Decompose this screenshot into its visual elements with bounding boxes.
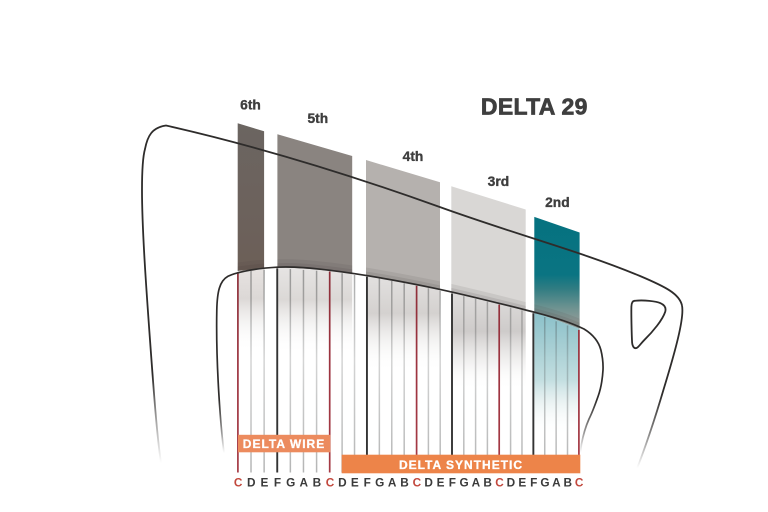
svg-text:A: A xyxy=(300,475,309,489)
svg-text:F: F xyxy=(530,475,537,489)
svg-text:A: A xyxy=(552,475,561,489)
svg-text:B: B xyxy=(400,475,409,489)
svg-text:C: C xyxy=(575,475,584,489)
svg-text:C: C xyxy=(234,475,243,489)
svg-text:D: D xyxy=(247,475,256,489)
svg-text:C: C xyxy=(413,475,422,489)
svg-text:6th: 6th xyxy=(240,98,261,113)
svg-text:E: E xyxy=(351,475,359,489)
svg-text:D: D xyxy=(338,475,347,489)
svg-text:C: C xyxy=(495,475,504,489)
svg-text:4th: 4th xyxy=(403,149,424,164)
svg-text:D: D xyxy=(424,475,433,489)
svg-text:D: D xyxy=(507,475,516,489)
svg-text:DELTA WIRE: DELTA WIRE xyxy=(243,437,325,451)
svg-text:E: E xyxy=(518,475,526,489)
svg-text:A: A xyxy=(388,475,397,489)
svg-text:F: F xyxy=(364,475,371,489)
svg-text:E: E xyxy=(260,475,268,489)
svg-text:C: C xyxy=(326,475,335,489)
svg-text:G: G xyxy=(460,475,469,489)
svg-text:2nd: 2nd xyxy=(545,195,570,210)
svg-text:A: A xyxy=(472,475,481,489)
svg-text:B: B xyxy=(483,475,492,489)
svg-text:G: G xyxy=(375,475,384,489)
svg-text:G: G xyxy=(540,475,549,489)
svg-text:G: G xyxy=(286,475,295,489)
svg-text:DELTA SYNTHETIC: DELTA SYNTHETIC xyxy=(399,458,523,472)
svg-text:F: F xyxy=(274,475,281,489)
svg-text:B: B xyxy=(564,475,573,489)
svg-text:E: E xyxy=(437,475,445,489)
svg-text:5th: 5th xyxy=(307,111,328,126)
svg-text:3rd: 3rd xyxy=(488,174,509,189)
svg-text:DELTA 29: DELTA 29 xyxy=(481,94,588,120)
svg-text:F: F xyxy=(449,475,456,489)
svg-text:B: B xyxy=(313,475,322,489)
